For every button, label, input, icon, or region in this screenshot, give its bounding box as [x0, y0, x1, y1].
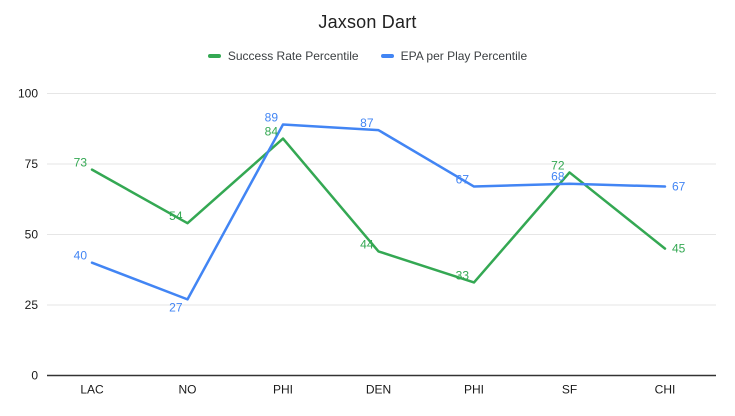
y-tick-label: 25 — [25, 298, 39, 312]
data-label: 33 — [456, 268, 470, 282]
legend-item: EPA per Play Percentile — [380, 49, 528, 63]
x-axis-label: PHI — [273, 383, 293, 397]
y-tick-label: 75 — [25, 157, 39, 171]
data-label: 84 — [265, 125, 279, 139]
data-label: 73 — [74, 156, 88, 170]
series-line-success-rate-percentile[interactable] — [90, 137, 667, 284]
y-tick-label: 100 — [18, 87, 38, 101]
legend-swatch-icon — [207, 54, 221, 58]
y-tick-label: 0 — [31, 369, 38, 383]
data-label: 72 — [551, 158, 565, 172]
data-label: 87 — [360, 116, 374, 130]
legend-label: Success Rate Percentile — [227, 49, 359, 63]
x-axis-label: PHI — [464, 383, 484, 397]
y-tick-label: 50 — [25, 228, 39, 242]
x-axis-label: LAC — [80, 383, 104, 397]
data-label: 44 — [360, 237, 374, 251]
chart-title: Jaxson Dart — [318, 12, 417, 32]
legend-item: Success Rate Percentile — [207, 49, 359, 63]
data-label: 67 — [672, 180, 686, 194]
x-axis-label: CHI — [655, 383, 676, 397]
data-label: 89 — [265, 111, 279, 125]
data-label: 45 — [672, 242, 686, 256]
data-label: 40 — [74, 249, 88, 263]
data-label: 68 — [551, 170, 565, 184]
x-axis-label: SF — [562, 383, 577, 397]
series-line-epa-per-play-percentile[interactable] — [90, 123, 667, 301]
data-label: 67 — [456, 173, 470, 187]
x-axis-label: DEN — [366, 383, 391, 397]
legend-label: EPA per Play Percentile — [400, 49, 528, 63]
data-label: 27 — [169, 300, 183, 314]
data-label: 54 — [169, 209, 183, 223]
legend-swatch-icon — [380, 54, 394, 58]
x-axis-label: NO — [179, 383, 197, 397]
legend: Success Rate Percentile EPA per Play Perc… — [0, 49, 735, 63]
